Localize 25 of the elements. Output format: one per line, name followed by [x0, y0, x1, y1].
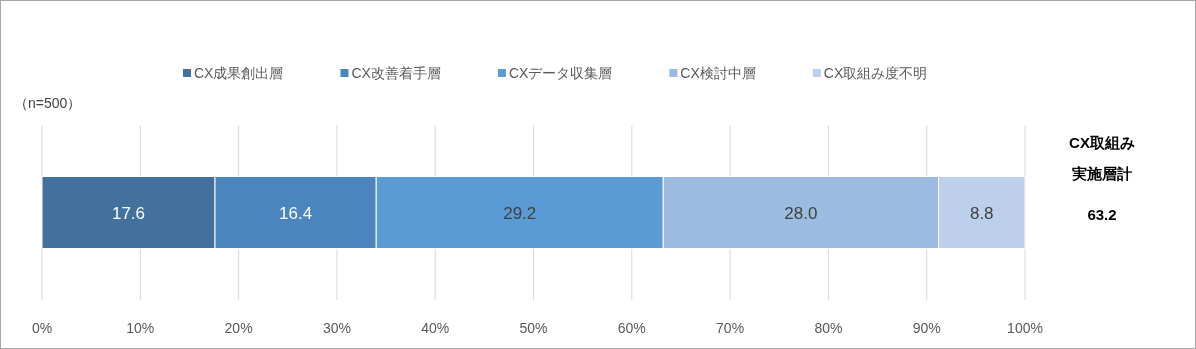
data-label: 17.6 [111, 203, 146, 223]
legend-label: CX改善着手層 [351, 65, 441, 81]
x-tick-label: 90% [912, 320, 941, 336]
legend-label: CX検討中層 [680, 65, 756, 81]
legend-label: CXデータ収集層 [508, 65, 613, 81]
text: CX取組み [1069, 134, 1135, 151]
data-label: 29.2 [503, 203, 537, 223]
text: （n=500） [14, 95, 82, 111]
data-label: 8.8 [969, 203, 994, 223]
x-tick-label: 30% [322, 320, 351, 336]
x-tick-label: 60% [617, 320, 646, 336]
legend-label: CX成果創出層 [194, 65, 284, 81]
x-tick-label: 20% [224, 320, 253, 336]
x-tick-label: 100% [1007, 320, 1043, 336]
x-tick-label: 70% [716, 320, 745, 336]
legend-label: CX取組み度不明 [823, 65, 928, 81]
x-tick-label: 80% [814, 320, 843, 336]
x-tick-label: 40% [421, 320, 450, 336]
text: 63.2 [1087, 206, 1117, 223]
x-tick-label: 0% [31, 320, 53, 336]
data-label: 28.0 [784, 203, 818, 223]
x-tick-label: 50% [519, 320, 548, 336]
data-label: 16.4 [279, 203, 313, 223]
text: 実施層計 [1071, 165, 1132, 182]
x-tick-label: 10% [126, 320, 155, 336]
